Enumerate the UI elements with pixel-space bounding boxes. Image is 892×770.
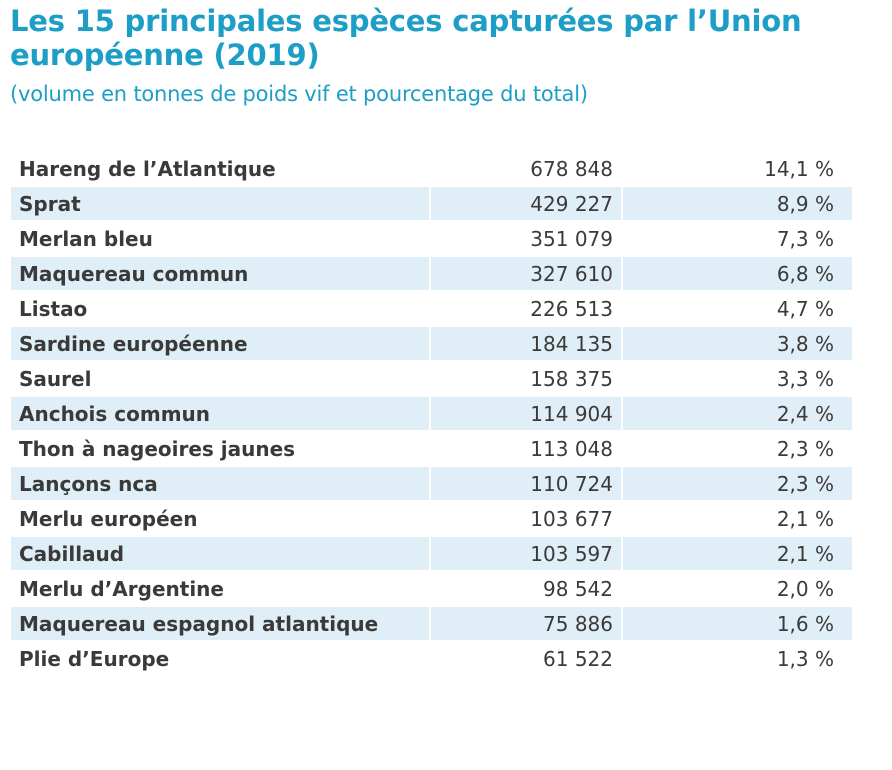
table-row: Maquereau espagnol atlantique 75 886 1,6… [11,606,852,641]
tonnes-value: 61 522 [543,646,613,671]
page-title: Les 15 principales espèces capturées par… [10,4,802,72]
table-row: Sardine européenne 184 135 3,8 % [11,326,852,361]
species-name: Merlan bleu [19,226,153,251]
table-row: Merlu d’Argentine 98 542 2,0 % [11,571,852,606]
tonnes-value: 110 724 [431,467,621,500]
table-row: Merlu européen 103 677 2,1 % [11,501,852,536]
species-name: Anchois commun [11,397,429,430]
tonnes-value: 103 677 [530,506,613,531]
percent-value: 3,8 % [623,327,852,360]
species-name: Merlu européen [19,506,198,531]
tonnes-value: 351 079 [530,226,613,251]
table-row: Lançons nca 110 724 2,3 % [11,466,852,501]
percent-value: 3,3 % [776,366,834,391]
tonnes-value: 114 904 [431,397,621,430]
tonnes-value: 158 375 [530,366,613,391]
percent-value: 2,3 % [623,467,852,500]
species-name: Thon à nageoires jaunes [19,436,296,461]
species-name: Cabillaud [11,537,429,570]
species-name: Plie d’Europe [19,646,170,671]
table-row: Plie d’Europe 61 522 1,3 % [11,641,852,676]
percent-value: 7,3 % [776,226,834,251]
species-table: Hareng de l’Atlantique 678 848 14,1 % Sp… [11,151,852,676]
percent-value: 8,9 % [623,187,852,220]
species-name: Merlu d’Argentine [19,576,224,601]
table-row: Listao 226 513 4,7 % [11,291,852,326]
percent-value: 2,4 % [623,397,852,430]
table-row: Merlan bleu 351 079 7,3 % [11,221,852,256]
table-row: Thon à nageoires jaunes 113 048 2,3 % [11,431,852,466]
species-name: Maquereau espagnol atlantique [11,607,429,640]
percent-value: 1,6 % [623,607,852,640]
tonnes-value: 327 610 [431,257,621,290]
table-row: Cabillaud 103 597 2,1 % [11,536,852,571]
percent-value: 2,1 % [623,537,852,570]
species-name: Sprat [11,187,429,220]
table-row: Maquereau commun 327 610 6,8 % [11,256,852,291]
tonnes-value: 184 135 [431,327,621,360]
tonnes-value: 75 886 [431,607,621,640]
tonnes-value: 113 048 [530,436,613,461]
percent-value: 2,0 % [776,576,834,601]
species-name: Sardine européenne [11,327,429,360]
table-row: Anchois commun 114 904 2,4 % [11,396,852,431]
tonnes-value: 226 513 [530,296,613,321]
percent-value: 2,1 % [776,506,834,531]
percent-value: 2,3 % [776,436,834,461]
percent-value: 1,3 % [776,646,834,671]
percent-value: 6,8 % [623,257,852,290]
species-name: Lançons nca [11,467,429,500]
table-row: Sprat 429 227 8,9 % [11,186,852,221]
tonnes-value: 429 227 [431,187,621,220]
tonnes-value: 103 597 [431,537,621,570]
species-name: Saurel [19,366,92,391]
page-subtitle: (volume en tonnes de poids vif et pource… [10,82,588,106]
percent-value: 14,1 % [764,156,834,181]
table-row: Saurel 158 375 3,3 % [11,361,852,396]
species-name: Maquereau commun [11,257,429,290]
tonnes-value: 678 848 [530,156,613,181]
species-name: Listao [19,296,88,321]
species-name: Hareng de l’Atlantique [19,156,276,181]
percent-value: 4,7 % [776,296,834,321]
tonnes-value: 98 542 [543,576,613,601]
table-row: Hareng de l’Atlantique 678 848 14,1 % [11,151,852,186]
